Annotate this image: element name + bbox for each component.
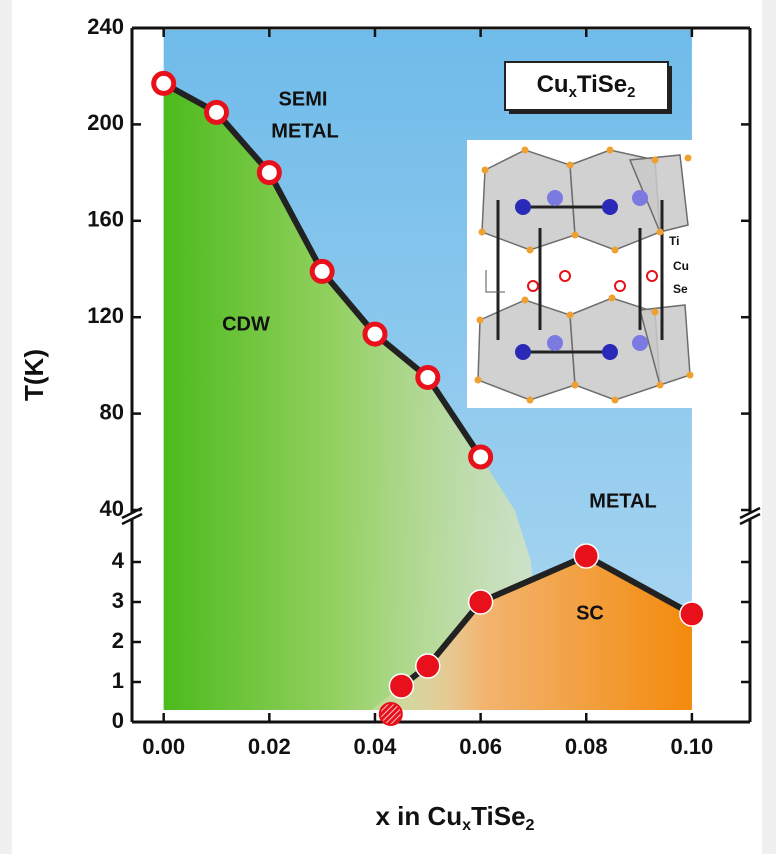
- page: {"chart_data": [ {"type": "scatter", "yl…: [0, 0, 776, 854]
- data-point: [389, 674, 413, 698]
- y-tick-label: 200: [87, 110, 124, 135]
- y-tick-label: 40: [100, 496, 124, 521]
- data-point: [471, 447, 491, 467]
- y-tick-label: 4: [112, 548, 125, 573]
- data-point: [259, 163, 279, 183]
- region-label: SEMI: [279, 88, 328, 110]
- text-part: x in Cu: [375, 801, 462, 831]
- chart: 40 80 120 160 200 240 0 1 2 3 4 0.00 0.02 0.04 0.06 0.0…: [0, 0, 776, 854]
- y-axis-label: T(K): [19, 349, 49, 401]
- data-point: [418, 367, 438, 387]
- region-label: METAL: [271, 120, 338, 142]
- x-tick-label: 0.04: [354, 734, 398, 759]
- inset-label: Cu: [673, 259, 689, 273]
- data-point: [207, 102, 227, 122]
- subscript: 2: [627, 85, 635, 101]
- data-point: [680, 602, 704, 626]
- data-point: [574, 544, 598, 568]
- y-tick-label: 160: [87, 207, 124, 232]
- text-part: Cu: [537, 71, 569, 98]
- text-part: TiSe: [471, 801, 525, 831]
- inset-label: Se: [673, 282, 688, 296]
- data-point: [380, 703, 402, 725]
- y-tick-label: 3: [112, 588, 124, 613]
- x-tick-label: 0.10: [670, 734, 713, 759]
- inset-title: CuxTiSe2: [537, 71, 636, 101]
- x-axis-label: x in CuxTiSe2: [375, 801, 534, 834]
- y-tick-label: 2: [112, 628, 124, 653]
- data-point: [154, 73, 174, 93]
- x-tick-label: 0.08: [565, 734, 608, 759]
- x-tick-label: 0.00: [142, 734, 185, 759]
- y-tick-label: 80: [100, 399, 124, 424]
- y-tick-label: 1: [112, 668, 124, 693]
- region-label: METAL: [589, 490, 656, 512]
- text-part: TiSe: [577, 71, 627, 98]
- data-point: [416, 654, 440, 678]
- region-label: CDW: [222, 313, 270, 335]
- crystal-inset: [467, 140, 695, 408]
- data-point: [469, 590, 493, 614]
- x-tick-label: 0.02: [248, 734, 291, 759]
- subscript: 2: [526, 816, 535, 834]
- data-point: [312, 261, 332, 281]
- inset-label: Ti: [669, 234, 679, 248]
- y-tick-label: 240: [87, 14, 124, 39]
- subscript: x: [462, 816, 471, 834]
- data-point: [365, 324, 385, 344]
- y-tick-label: 0: [112, 708, 124, 733]
- y-tick-label: 120: [87, 303, 124, 328]
- region-label: SC: [576, 602, 604, 624]
- x-tick-label: 0.06: [459, 734, 502, 759]
